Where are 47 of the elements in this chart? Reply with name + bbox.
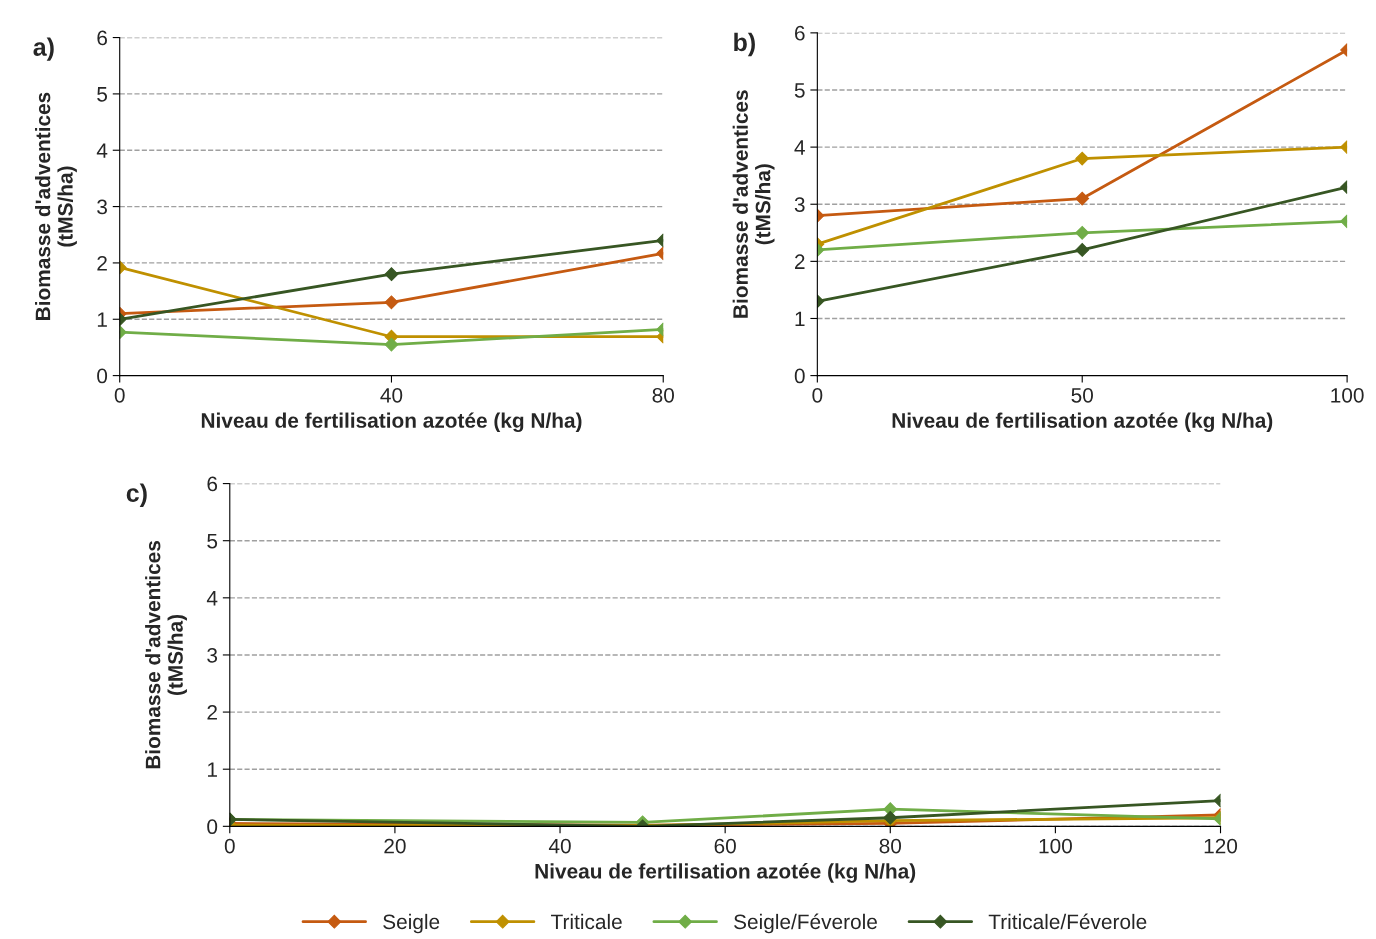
y-tick-label: 0 <box>794 368 805 384</box>
y-tick-label: 1 <box>207 762 217 777</box>
legend-label: Seigle <box>383 913 440 934</box>
chart-title: b) <box>734 32 755 57</box>
legend-label: Triticale/Féverole <box>988 913 1147 930</box>
x-tick-label: 60 <box>714 838 736 854</box>
x-axis-title: Niveau de fertilisation azotée (kg N/ha) <box>535 863 916 883</box>
y-tick-label: 6 <box>795 25 805 41</box>
y-tick-label: 3 <box>97 199 107 215</box>
y-tick-label: 1 <box>97 312 107 327</box>
x-tick-label: 0 <box>812 387 823 403</box>
x-tick-label: 40 <box>380 387 403 403</box>
y-tick-label: 5 <box>97 87 108 102</box>
y-tick-label: 3 <box>207 647 218 663</box>
y-tick-label: 1 <box>795 311 805 327</box>
x-tick-label: 100 <box>1331 387 1364 403</box>
legend-label: Triticale <box>551 913 622 930</box>
x-tick-label: 120 <box>1204 838 1238 854</box>
y-axis-title: Biomasse d'adventices (tMS/ha) <box>732 90 775 318</box>
x-axis-title: Niveau de fertilisation azotée (kg N/ha) <box>201 412 582 433</box>
x-tick-label: 80 <box>879 838 902 854</box>
x-tick-label: 40 <box>548 838 571 854</box>
y-tick-label: 2 <box>795 254 805 269</box>
y-tick-label: 6 <box>207 476 218 492</box>
y-tick-label: 2 <box>207 705 217 720</box>
x-axis-title: Niveau de fertilisation azotée (kg N/ha) <box>892 412 1273 433</box>
y-tick-label: 6 <box>97 30 107 46</box>
x-tick-label: 100 <box>1039 838 1072 854</box>
x-tick-label: 0 <box>224 838 235 854</box>
x-tick-label: 80 <box>652 387 674 403</box>
y-tick-label: 4 <box>794 140 805 155</box>
x-tick-label: 20 <box>384 838 406 854</box>
y-tick-label: 4 <box>96 143 108 158</box>
y-axis-title: Biomasse d'adventices (tMS/ha) <box>145 541 187 769</box>
y-tick-label: 0 <box>97 368 108 384</box>
legend-label: Seigle/Féverole <box>734 913 877 934</box>
x-tick-label: 50 <box>1071 387 1093 403</box>
y-tick-label: 2 <box>97 255 107 271</box>
y-tick-label: 0 <box>207 819 218 835</box>
y-tick-label: 5 <box>207 533 218 549</box>
chart-title: c) <box>126 483 147 507</box>
y-tick-label: 5 <box>794 83 805 98</box>
y-axis-title: Biomasse d'adventices (tMS/ha) <box>35 92 77 320</box>
x-tick-label: 0 <box>114 387 125 403</box>
y-tick-label: 4 <box>206 591 218 606</box>
chart-title: a) <box>33 37 54 61</box>
y-tick-label: 3 <box>794 197 805 212</box>
